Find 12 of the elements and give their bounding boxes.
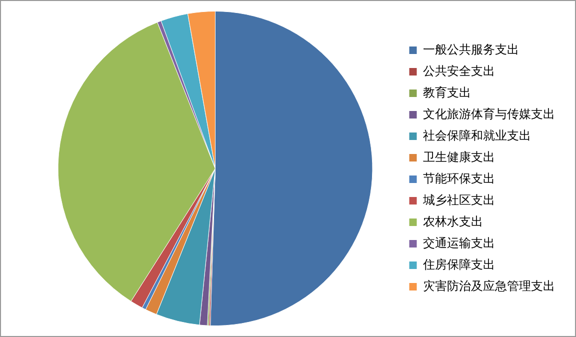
legend-label: 教育支出 xyxy=(423,85,471,100)
legend-label: 住房保障支出 xyxy=(422,257,495,272)
legend-label: 城乡社区支出 xyxy=(422,192,495,207)
legend-label: 文化旅游体育与传媒支出 xyxy=(423,106,555,121)
legend-label: 一般公共服务支出 xyxy=(423,42,519,56)
legend-label: 交通运输支出 xyxy=(423,236,495,250)
legend-label: 公共安全支出 xyxy=(423,64,495,78)
legend-label: 社会保障和就业支出 xyxy=(423,128,531,142)
legend-label: 灾害防治及应急管理支出 xyxy=(423,278,555,293)
legend-label: 农林水支出 xyxy=(423,214,483,228)
legend-label: 卫生健康支出 xyxy=(423,150,495,164)
legend-label: 节能环保支出 xyxy=(423,171,495,186)
